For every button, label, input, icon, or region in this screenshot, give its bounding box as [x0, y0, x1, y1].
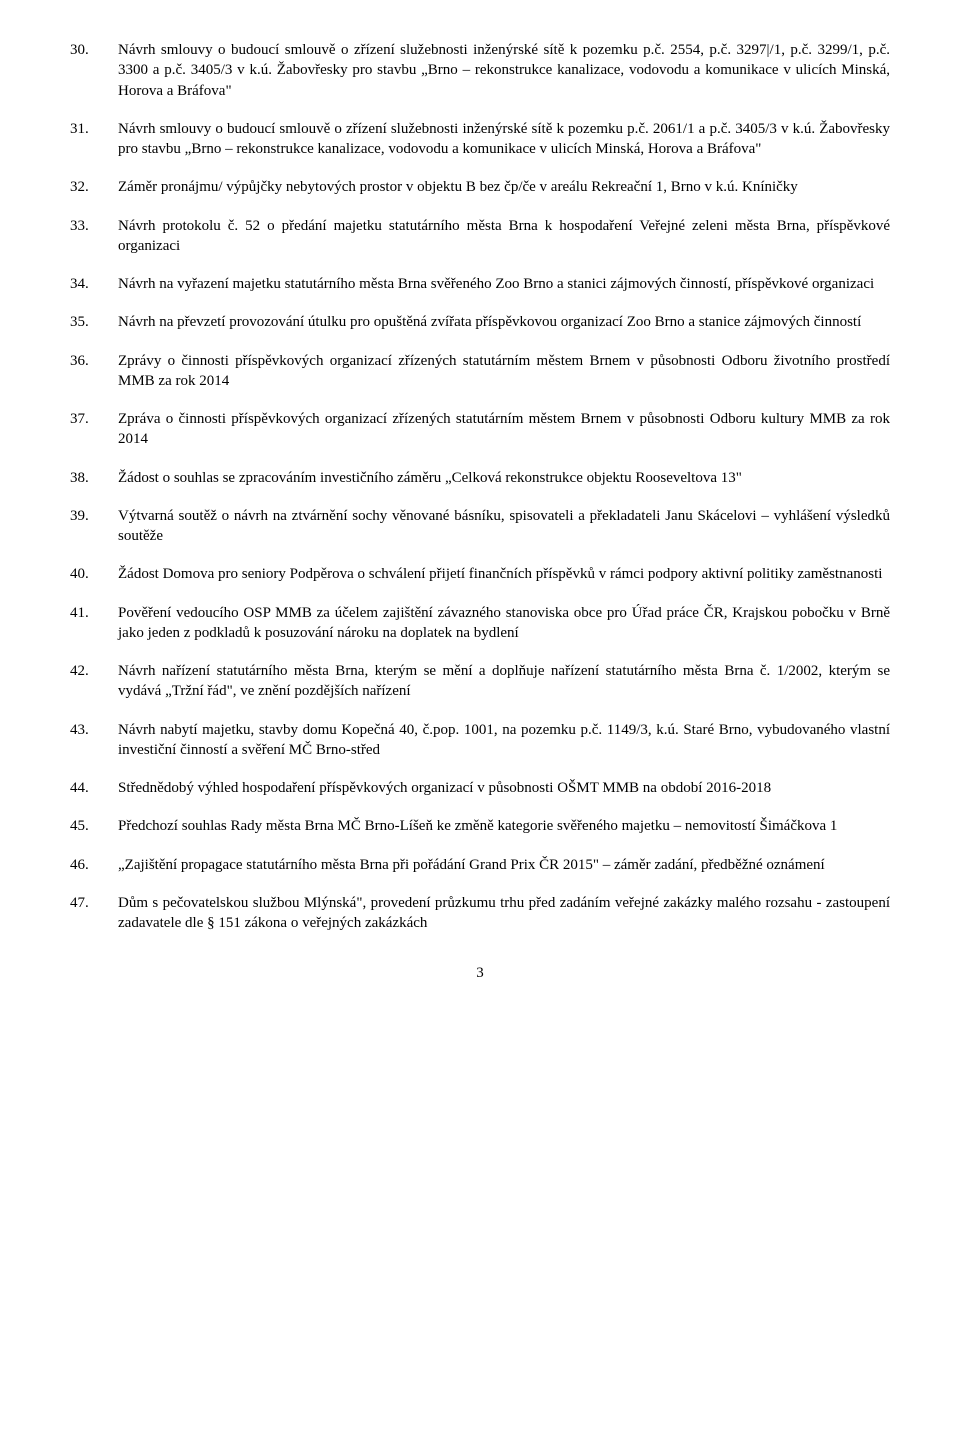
list-item: 31.Návrh smlouvy o budoucí smlouvě o zří…	[70, 119, 890, 160]
list-item: 39.Výtvarná soutěž o návrh na ztvárnění …	[70, 506, 890, 547]
item-text: Dům s pečovatelskou službou Mlýnská", pr…	[118, 893, 890, 934]
document-list: 30.Návrh smlouvy o budoucí smlouvě o zří…	[70, 40, 890, 933]
item-text: Záměr pronájmu/ výpůjčky nebytových pros…	[118, 177, 890, 197]
item-number: 44.	[70, 778, 118, 798]
list-item: 40.Žádost Domova pro seniory Podpěrova o…	[70, 564, 890, 584]
list-item: 47.Dům s pečovatelskou službou Mlýnská",…	[70, 893, 890, 934]
item-text: Návrh nařízení statutárního města Brna, …	[118, 661, 890, 702]
list-item: 36.Zprávy o činnosti příspěvkových organ…	[70, 351, 890, 392]
list-item: 34.Návrh na vyřazení majetku statutárníh…	[70, 274, 890, 294]
list-item: 44.Střednědobý výhled hospodaření příspě…	[70, 778, 890, 798]
page-number: 3	[70, 963, 890, 983]
item-text: Pověření vedoucího OSP MMB za účelem zaj…	[118, 603, 890, 644]
list-item: 41.Pověření vedoucího OSP MMB za účelem …	[70, 603, 890, 644]
list-item: 30.Návrh smlouvy o budoucí smlouvě o zří…	[70, 40, 890, 101]
item-number: 40.	[70, 564, 118, 584]
item-text: Návrh na převzetí provozování útulku pro…	[118, 312, 890, 332]
item-text: Návrh nabytí majetku, stavby domu Kopečn…	[118, 720, 890, 761]
item-text: Předchozí souhlas Rady města Brna MČ Brn…	[118, 816, 890, 836]
list-item: 33.Návrh protokolu č. 52 o předání majet…	[70, 216, 890, 257]
item-number: 41.	[70, 603, 118, 644]
list-item: 42.Návrh nařízení statutárního města Brn…	[70, 661, 890, 702]
item-number: 46.	[70, 855, 118, 875]
item-number: 39.	[70, 506, 118, 547]
item-text: Střednědobý výhled hospodaření příspěvko…	[118, 778, 890, 798]
item-number: 32.	[70, 177, 118, 197]
item-text: Zpráva o činnosti příspěvkových organiza…	[118, 409, 890, 450]
item-text: Žádost Domova pro seniory Podpěrova o sc…	[118, 564, 890, 584]
item-text: Zprávy o činnosti příspěvkových organiza…	[118, 351, 890, 392]
list-item: 37.Zpráva o činnosti příspěvkových organ…	[70, 409, 890, 450]
item-text: Návrh na vyřazení majetku statutárního m…	[118, 274, 890, 294]
list-item: 46.„Zajištění propagace statutárního měs…	[70, 855, 890, 875]
item-number: 35.	[70, 312, 118, 332]
item-number: 38.	[70, 468, 118, 488]
item-text: „Zajištění propagace statutárního města …	[118, 855, 890, 875]
list-item: 35.Návrh na převzetí provozování útulku …	[70, 312, 890, 332]
item-number: 33.	[70, 216, 118, 257]
item-text: Návrh smlouvy o budoucí smlouvě o zřízen…	[118, 40, 890, 101]
list-item: 32.Záměr pronájmu/ výpůjčky nebytových p…	[70, 177, 890, 197]
item-number: 42.	[70, 661, 118, 702]
item-number: 36.	[70, 351, 118, 392]
item-number: 37.	[70, 409, 118, 450]
list-item: 38.Žádost o souhlas se zpracováním inves…	[70, 468, 890, 488]
list-item: 45.Předchozí souhlas Rady města Brna MČ …	[70, 816, 890, 836]
list-item: 43.Návrh nabytí majetku, stavby domu Kop…	[70, 720, 890, 761]
item-number: 30.	[70, 40, 118, 101]
item-number: 31.	[70, 119, 118, 160]
item-number: 45.	[70, 816, 118, 836]
item-text: Návrh smlouvy o budoucí smlouvě o zřízen…	[118, 119, 890, 160]
item-number: 47.	[70, 893, 118, 934]
item-text: Žádost o souhlas se zpracováním investič…	[118, 468, 890, 488]
item-text: Výtvarná soutěž o návrh na ztvárnění soc…	[118, 506, 890, 547]
item-number: 43.	[70, 720, 118, 761]
item-text: Návrh protokolu č. 52 o předání majetku …	[118, 216, 890, 257]
item-number: 34.	[70, 274, 118, 294]
